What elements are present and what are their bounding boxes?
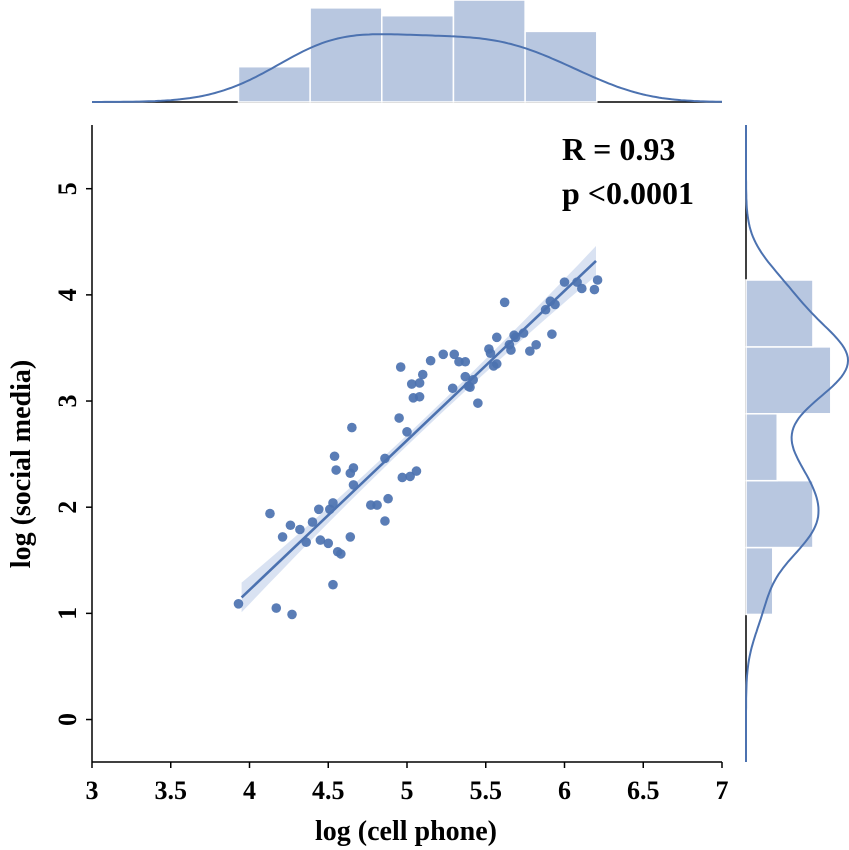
scatter-point (383, 493, 393, 504)
scatter-point (589, 284, 600, 295)
r-annotation: R = 0.93 (562, 131, 675, 167)
x-tick-label: 7 (716, 776, 729, 805)
scatter-point (285, 520, 296, 531)
scatter-point (506, 345, 516, 355)
scatter-point (559, 277, 570, 287)
x-histogram-bar (309, 7, 383, 103)
scatter-point (460, 356, 471, 367)
p-annotation: p <0.0001 (562, 175, 694, 211)
scatter-point (314, 504, 324, 515)
scatter-point (277, 532, 288, 542)
scatter-point (447, 383, 458, 394)
scatter-point (411, 466, 422, 476)
scatter-point (331, 465, 341, 475)
x-histogram-bar (452, 0, 526, 103)
scatter-point (394, 413, 404, 423)
scatter-point (328, 498, 338, 508)
x-tick-label: 6.5 (627, 776, 660, 805)
x-tick-label: 4.5 (312, 776, 345, 805)
scatter-point (328, 579, 338, 590)
scatter-point (347, 422, 357, 433)
x-axis-label: log (cell phone) (315, 816, 497, 847)
scatter-point (295, 524, 305, 535)
scatter-point (233, 599, 244, 609)
scatter-point (425, 355, 436, 366)
x-tick-label: 5 (401, 776, 414, 805)
y-histogram-bar (745, 479, 814, 549)
y-histogram-bar (745, 346, 832, 415)
scatter-point (336, 549, 346, 559)
scatter-point (323, 538, 334, 549)
x-kde-curve (92, 33, 723, 103)
x-histogram-bar (524, 30, 598, 103)
y-histogram-bar (745, 279, 814, 348)
scatter-point (547, 329, 557, 339)
scatter-point (329, 451, 340, 462)
x-tick-label: 5.5 (470, 776, 503, 805)
x-tick-label: 4 (243, 776, 256, 805)
x-tick-label: 6 (558, 776, 571, 805)
y-axis-label: log (social media) (6, 360, 37, 568)
scatter-point (485, 348, 496, 359)
scatter-point (402, 427, 412, 437)
right-marginal-histogram (745, 125, 849, 762)
scatter-point (468, 375, 478, 385)
y-tick-label: 3 (53, 395, 82, 408)
scatter-point (406, 379, 417, 389)
scatter-point (491, 332, 502, 343)
y-tick-label: 1 (53, 607, 82, 620)
scatter-point (265, 508, 275, 519)
x-tick-label: 3 (86, 776, 99, 805)
y-kde-curve (745, 125, 849, 762)
regression-line (240, 259, 597, 599)
y-histogram-bar (745, 546, 774, 616)
scatter-point (592, 275, 603, 285)
scatter-point (465, 382, 475, 393)
scatter-point (380, 516, 390, 526)
scatter-point (525, 346, 535, 356)
scatter-point (414, 391, 425, 402)
y-tick-label: 4 (53, 288, 82, 301)
scatter-point (460, 371, 471, 382)
scatter-point (449, 349, 460, 360)
scatter-point (531, 339, 541, 350)
scatter-point (577, 283, 587, 294)
main-scatter-plot: 3 3.5 4 4.5 5 5.5 6 6.5 7 0 1 2 3 4 5 (53, 125, 729, 805)
scatter-point (473, 398, 483, 408)
scatter-point (372, 500, 382, 510)
scatter-point (287, 609, 297, 620)
scatter-point (348, 463, 359, 473)
scatter-point (438, 349, 449, 360)
scatter-point (397, 472, 408, 483)
scatter-point (417, 369, 428, 380)
y-tick-label: 2 (53, 501, 82, 514)
top-marginal-histogram (92, 0, 723, 103)
x-tick-label: 3.5 (155, 776, 188, 805)
x-histogram-bar (237, 65, 311, 103)
y-tick-label: 0 (53, 713, 82, 726)
scatter-point (405, 471, 415, 482)
scatter-point (491, 359, 502, 369)
x-histogram-bar (381, 14, 455, 103)
scatter-point (345, 532, 356, 542)
scatter-point (499, 297, 510, 308)
scatter-point (395, 362, 406, 372)
scatter-point (315, 535, 326, 545)
scatter-point (307, 517, 318, 527)
y-histogram-bar (745, 413, 778, 482)
scatter-point (271, 603, 282, 613)
y-tick-label: 5 (53, 182, 82, 195)
scatter-point (414, 378, 425, 388)
